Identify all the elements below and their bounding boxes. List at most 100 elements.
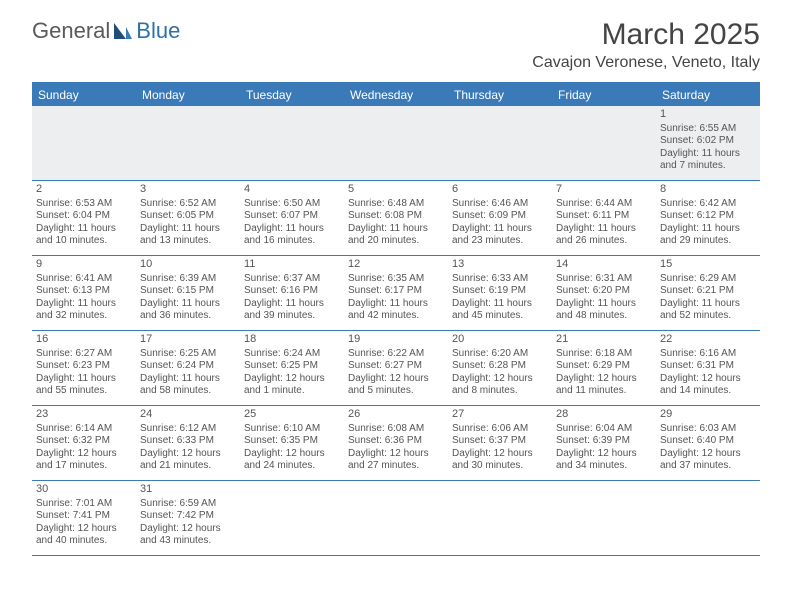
sunrise-text: Sunrise: 6:22 AM (348, 348, 444, 361)
day-cell: 29Sunrise: 6:03 AMSunset: 6:40 PMDayligh… (656, 406, 760, 480)
dl2-text: and 48 minutes. (556, 310, 652, 323)
dl1-text: Daylight: 12 hours (244, 448, 340, 461)
sunset-text: Sunset: 6:29 PM (556, 360, 652, 373)
weekday-monday: Monday (136, 84, 240, 106)
day-cell: 8Sunrise: 6:42 AMSunset: 6:12 PMDaylight… (656, 181, 760, 255)
sunrise-text: Sunrise: 6:48 AM (348, 198, 444, 211)
dl1-text: Daylight: 12 hours (36, 448, 132, 461)
sunrise-text: Sunrise: 6:53 AM (36, 198, 132, 211)
location: Cavajon Veronese, Veneto, Italy (532, 54, 760, 72)
empty-cell (656, 481, 760, 555)
dl2-text: and 43 minutes. (140, 535, 236, 548)
sunset-text: Sunset: 6:07 PM (244, 210, 340, 223)
day-number: 27 (452, 408, 548, 422)
day-number: 24 (140, 408, 236, 422)
sunrise-text: Sunrise: 6:52 AM (140, 198, 236, 211)
sunset-text: Sunset: 6:24 PM (140, 360, 236, 373)
day-cell: 28Sunrise: 6:04 AMSunset: 6:39 PMDayligh… (552, 406, 656, 480)
day-cell: 7Sunrise: 6:44 AMSunset: 6:11 PMDaylight… (552, 181, 656, 255)
dl1-text: Daylight: 12 hours (348, 373, 444, 386)
logo-text-general: General (32, 18, 110, 44)
dl1-text: Daylight: 12 hours (36, 523, 132, 536)
day-number: 2 (36, 183, 132, 197)
dl1-text: Daylight: 12 hours (452, 373, 548, 386)
dl2-text: and 29 minutes. (660, 235, 756, 248)
day-cell: 16Sunrise: 6:27 AMSunset: 6:23 PMDayligh… (32, 331, 136, 405)
sunset-text: Sunset: 6:11 PM (556, 210, 652, 223)
sunset-text: Sunset: 6:23 PM (36, 360, 132, 373)
week-row: 2Sunrise: 6:53 AMSunset: 6:04 PMDaylight… (32, 181, 760, 256)
dl2-text: and 23 minutes. (452, 235, 548, 248)
day-cell: 11Sunrise: 6:37 AMSunset: 6:16 PMDayligh… (240, 256, 344, 330)
sunrise-text: Sunrise: 6:12 AM (140, 423, 236, 436)
day-number: 23 (36, 408, 132, 422)
day-number: 26 (348, 408, 444, 422)
sunrise-text: Sunrise: 6:10 AM (244, 423, 340, 436)
sunrise-text: Sunrise: 6:20 AM (452, 348, 548, 361)
day-number: 11 (244, 258, 340, 272)
logo-text-blue: Blue (136, 18, 180, 44)
weekday-tuesday: Tuesday (240, 84, 344, 106)
day-number: 12 (348, 258, 444, 272)
day-cell: 21Sunrise: 6:18 AMSunset: 6:29 PMDayligh… (552, 331, 656, 405)
day-number: 14 (556, 258, 652, 272)
sunset-text: Sunset: 6:27 PM (348, 360, 444, 373)
dl1-text: Daylight: 11 hours (452, 298, 548, 311)
day-cell: 25Sunrise: 6:10 AMSunset: 6:35 PMDayligh… (240, 406, 344, 480)
day-cell: 31Sunrise: 6:59 AMSunset: 7:42 PMDayligh… (136, 481, 240, 555)
day-cell: 9Sunrise: 6:41 AMSunset: 6:13 PMDaylight… (32, 256, 136, 330)
day-cell: 15Sunrise: 6:29 AMSunset: 6:21 PMDayligh… (656, 256, 760, 330)
sunrise-text: Sunrise: 6:42 AM (660, 198, 756, 211)
sunset-text: Sunset: 6:33 PM (140, 435, 236, 448)
dl2-text: and 30 minutes. (452, 460, 548, 473)
sunrise-text: Sunrise: 6:41 AM (36, 273, 132, 286)
dl1-text: Daylight: 11 hours (36, 298, 132, 311)
dl1-text: Daylight: 11 hours (556, 223, 652, 236)
sunrise-text: Sunrise: 6:31 AM (556, 273, 652, 286)
day-cell: 27Sunrise: 6:06 AMSunset: 6:37 PMDayligh… (448, 406, 552, 480)
empty-cell (448, 106, 552, 180)
empty-cell (344, 106, 448, 180)
day-number: 8 (660, 183, 756, 197)
dl2-text: and 52 minutes. (660, 310, 756, 323)
sunrise-text: Sunrise: 6:24 AM (244, 348, 340, 361)
dl2-text: and 42 minutes. (348, 310, 444, 323)
dl1-text: Daylight: 12 hours (660, 448, 756, 461)
sunrise-text: Sunrise: 6:27 AM (36, 348, 132, 361)
sunset-text: Sunset: 6:31 PM (660, 360, 756, 373)
sunset-text: Sunset: 6:25 PM (244, 360, 340, 373)
dl2-text: and 40 minutes. (36, 535, 132, 548)
day-number: 25 (244, 408, 340, 422)
day-cell: 12Sunrise: 6:35 AMSunset: 6:17 PMDayligh… (344, 256, 448, 330)
header: General Blue March 2025 Cavajon Veronese… (0, 0, 792, 76)
day-number: 29 (660, 408, 756, 422)
day-cell: 18Sunrise: 6:24 AMSunset: 6:25 PMDayligh… (240, 331, 344, 405)
day-cell: 30Sunrise: 7:01 AMSunset: 7:41 PMDayligh… (32, 481, 136, 555)
sunrise-text: Sunrise: 6:37 AM (244, 273, 340, 286)
day-cell: 4Sunrise: 6:50 AMSunset: 6:07 PMDaylight… (240, 181, 344, 255)
sunset-text: Sunset: 6:36 PM (348, 435, 444, 448)
day-number: 6 (452, 183, 548, 197)
day-number: 15 (660, 258, 756, 272)
sunset-text: Sunset: 6:08 PM (348, 210, 444, 223)
sunset-text: Sunset: 6:09 PM (452, 210, 548, 223)
sunrise-text: Sunrise: 6:29 AM (660, 273, 756, 286)
dl2-text: and 26 minutes. (556, 235, 652, 248)
day-cell: 5Sunrise: 6:48 AMSunset: 6:08 PMDaylight… (344, 181, 448, 255)
day-cell: 6Sunrise: 6:46 AMSunset: 6:09 PMDaylight… (448, 181, 552, 255)
dl2-text: and 8 minutes. (452, 385, 548, 398)
dl2-text: and 45 minutes. (452, 310, 548, 323)
day-number: 20 (452, 333, 548, 347)
day-number: 28 (556, 408, 652, 422)
day-cell: 3Sunrise: 6:52 AMSunset: 6:05 PMDaylight… (136, 181, 240, 255)
sunset-text: Sunset: 6:12 PM (660, 210, 756, 223)
calendar: Sunday Monday Tuesday Wednesday Thursday… (32, 82, 760, 556)
dl2-text: and 5 minutes. (348, 385, 444, 398)
sunrise-text: Sunrise: 6:14 AM (36, 423, 132, 436)
dl1-text: Daylight: 11 hours (244, 298, 340, 311)
day-cell: 22Sunrise: 6:16 AMSunset: 6:31 PMDayligh… (656, 331, 760, 405)
month-title: March 2025 (532, 18, 760, 52)
empty-cell (448, 481, 552, 555)
dl2-text: and 14 minutes. (660, 385, 756, 398)
sunset-text: Sunset: 6:20 PM (556, 285, 652, 298)
